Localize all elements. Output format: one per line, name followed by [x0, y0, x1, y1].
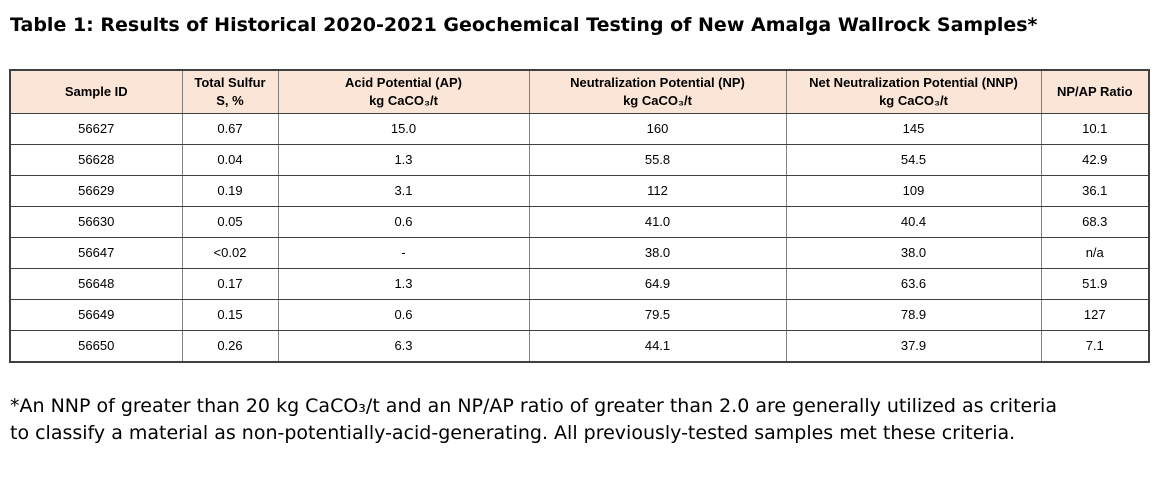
table-cell: 0.15: [181, 299, 279, 331]
table-cell: 0.17: [181, 268, 279, 300]
table-cell: 6.3: [277, 330, 530, 363]
table-cell: 63.6: [785, 268, 1042, 300]
table-row: 56627 0.67 15.0 160 145 10.1: [9, 113, 1150, 145]
table-cell: 56647: [9, 237, 183, 269]
table-row: 56650 0.26 6.3 44.1 37.9 7.1: [9, 330, 1150, 363]
table-cell: 1.3: [277, 268, 530, 300]
table-title: Table 1: Results of Historical 2020-2021…: [10, 14, 1038, 36]
table-cell: 3.1: [277, 175, 530, 207]
results-table: Sample ID Total Sulfur S, % Acid Potential …: [9, 69, 1150, 363]
table-cell: 0.05: [181, 206, 279, 238]
table-cell: 55.8: [528, 144, 787, 176]
table-cell: 127: [1040, 299, 1150, 331]
table-cell: 0.6: [277, 299, 530, 331]
column-header: Neutralization Potential (NP) kg CaCO₃/t: [528, 69, 787, 114]
table-cell: 51.9: [1040, 268, 1150, 300]
header-row: Sample ID Total Sulfur S, % Acid Potential …: [9, 69, 1150, 114]
table-cell: 1.3: [277, 144, 530, 176]
column-header: Total Sulfur S, %: [181, 69, 279, 114]
table-cell: 0.67: [181, 113, 279, 145]
table-cell: 36.1: [1040, 175, 1150, 207]
table-cell: 0.04: [181, 144, 279, 176]
table-cell: 37.9: [785, 330, 1042, 363]
table-cell: 42.9: [1040, 144, 1150, 176]
table-cell: 7.1: [1040, 330, 1150, 363]
table-cell: 0.6: [277, 206, 530, 238]
table-row: 56628 0.04 1.3 55.8 54.5 42.9: [9, 144, 1150, 176]
table-cell: 54.5: [785, 144, 1042, 176]
table-cell: 56630: [9, 206, 183, 238]
table-cell: 145: [785, 113, 1042, 145]
table-row: 56630 0.05 0.6 41.0 40.4 68.3: [9, 206, 1150, 238]
table-cell: 56628: [9, 144, 183, 176]
table-cell: 160: [528, 113, 787, 145]
table-row: 56629 0.19 3.1 112 109 36.1: [9, 175, 1150, 207]
column-header: Net Neutralization Potential (NNP) kg CaC…: [785, 69, 1042, 114]
table-cell: 56627: [9, 113, 183, 145]
table-cell: 109: [785, 175, 1042, 207]
table-cell: 0.26: [181, 330, 279, 363]
table-cell: 112: [528, 175, 787, 207]
table-cell: 10.1: [1040, 113, 1150, 145]
table-cell: n/a: [1040, 237, 1150, 269]
table-cell: 40.4: [785, 206, 1042, 238]
table-cell: 56649: [9, 299, 183, 331]
table-cell: 56650: [9, 330, 183, 363]
table-row: 56648 0.17 1.3 64.9 63.6 51.9: [9, 268, 1150, 300]
table-cell: 38.0: [528, 237, 787, 269]
table-body: 56627 0.67 15.0 160 145 10.1 56628 0.04 1.3 55.8 5…: [9, 113, 1150, 363]
table-row: 56649 0.15 0.6 79.5 78.9 127: [9, 299, 1150, 331]
table-cell: 79.5: [528, 299, 787, 331]
column-header: NP/AP Ratio: [1040, 69, 1150, 114]
table-cell: <0.02: [181, 237, 279, 269]
table-footnote: *An NNP of greater than 20 kg CaCO₃/t an…: [10, 395, 1057, 444]
table-cell: -: [277, 237, 530, 269]
table-cell: 78.9: [785, 299, 1042, 331]
table-cell: 38.0: [785, 237, 1042, 269]
document-page: Table 1: Results of Historical 2020-2021…: [9, 14, 1150, 444]
table-cell: 41.0: [528, 206, 787, 238]
table-cell: 68.3: [1040, 206, 1150, 238]
table-cell: 44.1: [528, 330, 787, 363]
table-cell: 15.0: [277, 113, 530, 145]
table-cell: 0.19: [181, 175, 279, 207]
column-header: Sample ID: [9, 69, 183, 114]
column-header: Acid Potential (AP) kg CaCO₃/t: [277, 69, 530, 114]
table-cell: 56648: [9, 268, 183, 300]
table-row: 56647 <0.02-38.0 38.0 n/a: [9, 237, 1150, 269]
table-header: Sample ID Total Sulfur S, % Acid Potential …: [9, 69, 1150, 114]
table-cell: 64.9: [528, 268, 787, 300]
table-cell: 56629: [9, 175, 183, 207]
